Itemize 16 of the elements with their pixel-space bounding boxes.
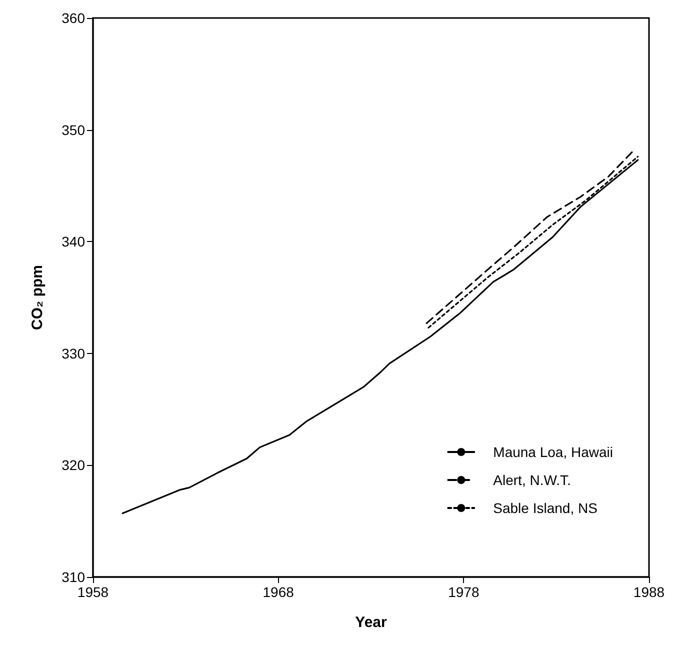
- y-tick-label: 310: [62, 569, 86, 585]
- y-axis-title: CO₂ ppm: [29, 265, 46, 330]
- y-tick-label: 360: [62, 10, 86, 26]
- y-tick-label: 320: [62, 457, 86, 474]
- legend-label: Mauna Loa, Hawaii: [493, 444, 614, 460]
- x-tick-label: 1968: [262, 584, 294, 600]
- line-series: [122, 159, 639, 514]
- x-tick-label: 1978: [448, 584, 480, 600]
- y-tick-label: 350: [62, 122, 86, 138]
- x-tick-label: 1988: [633, 584, 665, 600]
- x-tick-label: 1958: [77, 584, 109, 600]
- legend-label: Alert, N.W.T.: [493, 472, 571, 488]
- x-axis-title: Year: [355, 614, 388, 631]
- legend-label: Sable Island, NS: [493, 500, 598, 516]
- y-tick-label: 330: [62, 345, 86, 362]
- y-tick-label: 340: [62, 234, 86, 250]
